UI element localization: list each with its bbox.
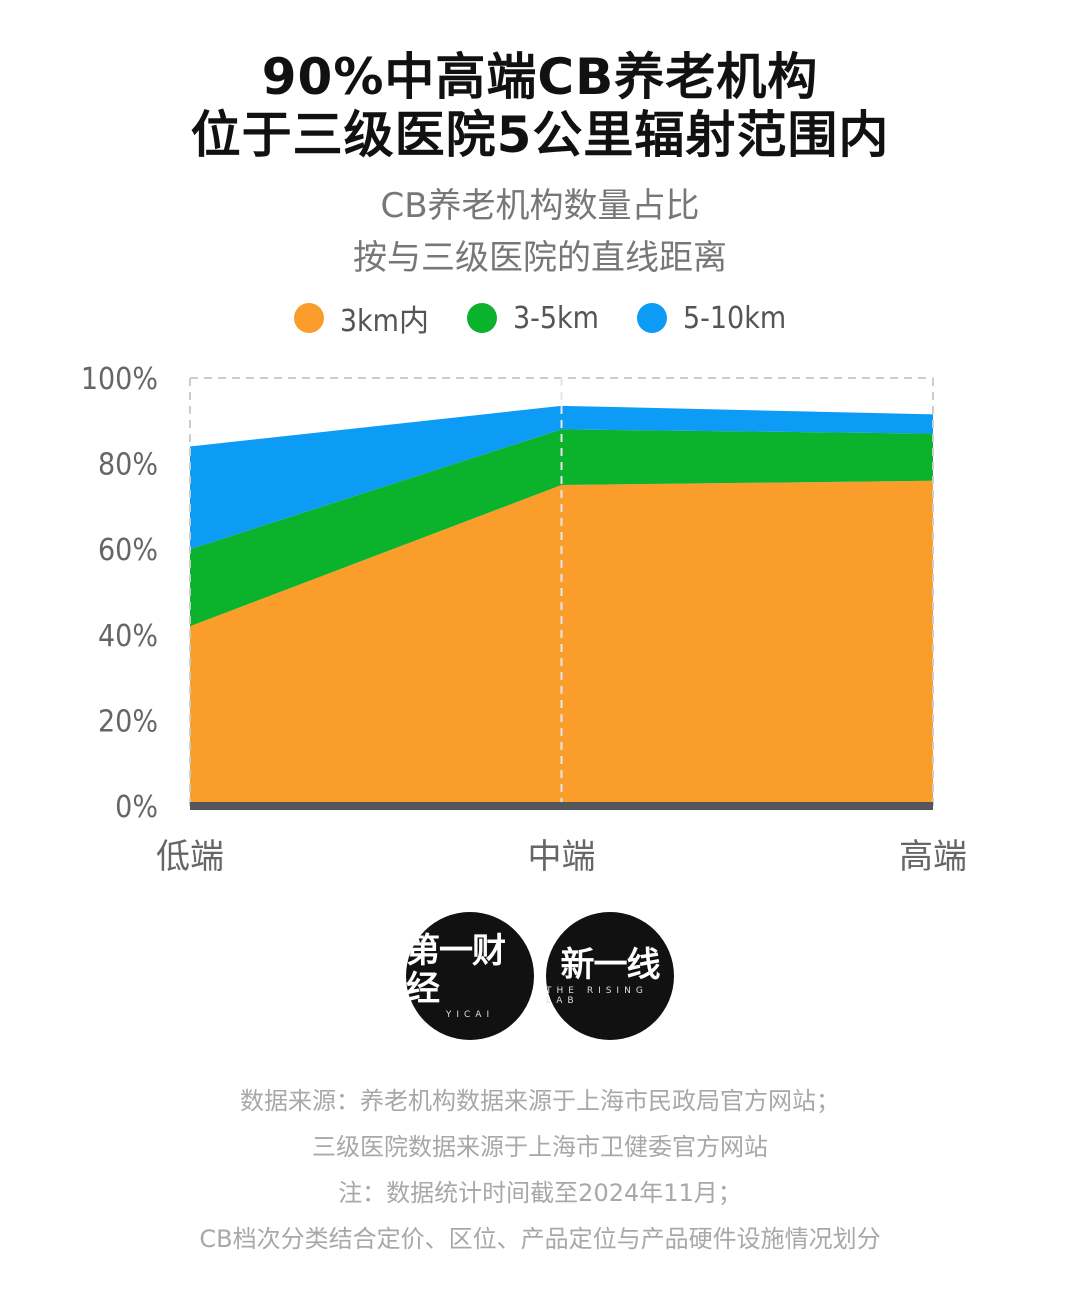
- y-tick-label: 80%: [98, 448, 158, 483]
- x-axis-baseline: [190, 802, 933, 810]
- legend-swatch-5-10km: [636, 303, 667, 333]
- chart-title-line-2: 位于三级医院5公里辐射范围内: [190, 106, 890, 164]
- legend-label-3km: 3km内: [339, 304, 429, 339]
- footnote-note-2: CB档次分类结合定价、区位、产品定位与产品硬件设施情况划分: [199, 1225, 881, 1253]
- area-3-5km: [190, 429, 933, 627]
- footnote-source-1: 数据来源：养老机构数据来源于上海市民政局官方网站；: [240, 1087, 840, 1115]
- legend-label-3-5km: 3-5km: [512, 300, 599, 336]
- yicai-logo-text: 第一财经: [406, 931, 506, 1009]
- y-tick-label: 0%: [115, 790, 158, 825]
- rising-lab-logo: 新一线 THE RISING LAB: [546, 912, 674, 1040]
- chart-subtitle-line-1: CB养老机构数量占比: [380, 186, 700, 226]
- legend-item-3km: 3km内: [293, 296, 429, 340]
- stacked-area-chart: 0% 20% 40% 60% 80% 100% 低端 中端 高端: [81, 362, 967, 877]
- area-3km: [190, 480, 933, 806]
- y-tick-label: 100%: [81, 362, 158, 397]
- x-tick-label: 低端: [156, 837, 224, 877]
- chart-legend: 3km内 3-5km 5-10km: [0, 296, 1080, 340]
- area-5-10km: [190, 405, 933, 550]
- chart-subtitle-line-2: 按与三级医院的直线距离: [353, 238, 727, 278]
- y-tick-label: 60%: [98, 533, 158, 568]
- y-tick-label: 20%: [98, 704, 158, 739]
- x-tick-label: 中端: [528, 837, 596, 877]
- yicai-logo-subtext: YICAI: [445, 1010, 495, 1020]
- legend-swatch-3km: [293, 303, 324, 333]
- footnote-note-1: 注：数据统计时间截至2024年11月；: [338, 1179, 742, 1207]
- y-tick-label: 40%: [98, 619, 158, 654]
- chart-title-line-1: 90%中高端CB养老机构: [261, 48, 819, 106]
- yicai-logo: 第一财经 YICAI: [406, 912, 534, 1040]
- footnote-source-2: 三级医院数据来源于上海市卫健委官方网站: [312, 1133, 768, 1161]
- x-tick-label: 高端: [899, 837, 967, 877]
- rising-lab-logo-subtext: THE RISING LAB: [546, 986, 648, 1006]
- legend-label-5-10km: 5-10km: [682, 300, 787, 336]
- legend-item-5-10km: 5-10km: [636, 300, 787, 336]
- rising-lab-logo-text: 新一线: [560, 945, 661, 985]
- logo-row: 第一财经 YICAI 新一线 THE RISING LAB: [0, 912, 1080, 1040]
- legend-swatch-3-5km: [466, 303, 497, 333]
- legend-item-3-5km: 3-5km: [466, 300, 599, 336]
